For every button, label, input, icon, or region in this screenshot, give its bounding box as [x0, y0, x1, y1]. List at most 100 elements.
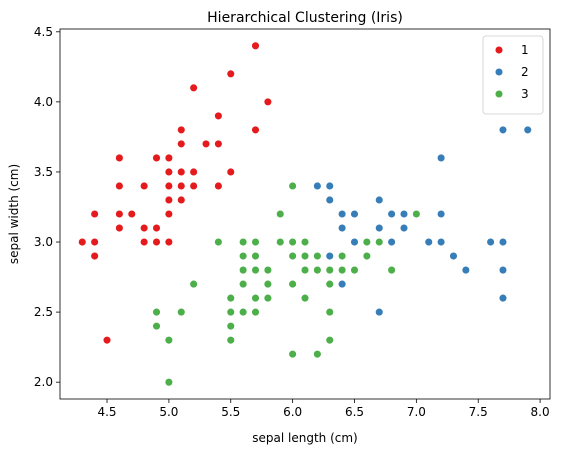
data-point-cluster-3 [276, 237, 285, 247]
data-point-cluster-1 [226, 167, 236, 177]
data-point-cluster-1 [90, 209, 99, 219]
legend-label-cluster-2: 2 [521, 65, 529, 79]
data-point-cluster-3 [288, 237, 297, 247]
data-point-cluster-3 [313, 251, 322, 261]
data-point-cluster-3 [300, 251, 310, 261]
data-point-cluster-2 [350, 237, 359, 247]
data-point-cluster-3 [288, 279, 297, 289]
y-axis-label: sepal width (cm) [7, 164, 21, 264]
data-point-cluster-1 [102, 335, 112, 345]
data-point-cluster-1 [226, 69, 236, 79]
data-point-cluster-2 [449, 251, 458, 261]
data-point-cluster-3 [189, 279, 198, 289]
data-point-cluster-3 [177, 307, 186, 317]
y-tick-label: 4.5 [34, 25, 53, 39]
data-point-cluster-3 [288, 349, 297, 359]
data-point-cluster-3 [313, 265, 322, 275]
data-point-cluster-2 [399, 223, 409, 233]
data-point-cluster-3 [251, 293, 260, 303]
plot-frame [59, 28, 551, 400]
x-tick-label: 7.0 [407, 405, 426, 419]
data-point-cluster-1 [164, 209, 174, 219]
data-point-cluster-2 [374, 223, 384, 233]
data-point-cluster-3 [362, 237, 372, 247]
data-point-cluster-1 [152, 153, 161, 163]
data-point-cluster-1 [189, 167, 198, 177]
data-point-cluster-2 [325, 251, 335, 261]
data-point-cluster-3 [152, 321, 161, 331]
data-point-cluster-1 [177, 125, 186, 135]
data-point-cluster-2 [325, 181, 335, 191]
data-point-cluster-3 [350, 265, 359, 275]
data-point-cluster-1 [152, 237, 161, 247]
data-point-cluster-3 [251, 237, 260, 247]
legend-marker-cluster-2 [494, 67, 504, 77]
data-point-cluster-3 [226, 307, 236, 317]
data-point-cluster-2 [350, 209, 359, 219]
data-point-cluster-1 [177, 167, 186, 177]
data-point-cluster-1 [177, 181, 186, 191]
x-tick-label: 5.0 [159, 405, 178, 419]
data-point-cluster-3 [263, 265, 273, 275]
chart-title: Hierarchical Clustering (Iris) [207, 10, 403, 26]
data-point-cluster-1 [189, 83, 198, 93]
data-point-cluster-1 [177, 195, 186, 205]
data-point-cluster-2 [325, 195, 335, 205]
y-tick-label: 2.0 [34, 375, 53, 389]
data-point-cluster-1 [139, 223, 149, 233]
data-point-cluster-3 [226, 335, 236, 345]
data-point-cluster-1 [115, 223, 124, 233]
data-point-cluster-3 [164, 377, 174, 387]
data-point-cluster-3 [412, 209, 421, 219]
data-point-cluster-1 [139, 237, 149, 247]
data-point-cluster-2 [374, 307, 384, 317]
legend-marker-cluster-3 [494, 89, 504, 99]
data-point-cluster-1 [78, 237, 87, 247]
data-point-cluster-1 [115, 153, 124, 163]
data-point-cluster-1 [263, 97, 273, 107]
data-point-cluster-1 [164, 195, 174, 205]
data-point-cluster-2 [461, 265, 471, 275]
legend-box [482, 35, 544, 115]
data-point-cluster-1 [251, 125, 260, 135]
data-point-cluster-3 [263, 279, 273, 289]
data-point-cluster-3 [325, 307, 335, 317]
data-point-cluster-3 [263, 293, 273, 303]
data-point-cluster-3 [337, 265, 347, 275]
data-point-cluster-1 [90, 237, 99, 247]
data-point-cluster-2 [337, 279, 347, 289]
data-point-cluster-2 [374, 195, 384, 205]
data-point-cluster-2 [486, 237, 495, 247]
x-tick-label: 4.5 [97, 405, 116, 419]
data-point-cluster-1 [139, 181, 149, 191]
data-point-cluster-3 [337, 251, 347, 261]
legend-label-cluster-3: 3 [521, 87, 529, 101]
data-point-cluster-1 [164, 237, 174, 247]
data-point-cluster-2 [436, 153, 446, 163]
data-point-cluster-1 [164, 181, 174, 191]
legend-label-cluster-1: 1 [521, 43, 529, 57]
data-point-cluster-3 [288, 181, 297, 191]
data-point-cluster-2 [436, 237, 446, 247]
data-point-cluster-3 [214, 237, 223, 247]
legend-marker-cluster-1 [494, 45, 504, 55]
data-point-cluster-3 [300, 237, 310, 247]
data-point-cluster-3 [288, 251, 297, 261]
data-point-cluster-3 [251, 251, 260, 261]
data-point-cluster-2 [498, 293, 508, 303]
data-point-cluster-1 [201, 139, 211, 149]
data-point-cluster-3 [152, 307, 161, 317]
data-point-cluster-3 [325, 265, 335, 275]
data-point-cluster-3 [325, 279, 335, 289]
data-point-cluster-1 [164, 153, 174, 163]
x-tick-label: 8.0 [531, 405, 550, 419]
data-point-cluster-3 [238, 251, 248, 261]
data-point-cluster-3 [374, 237, 384, 247]
data-point-cluster-3 [238, 307, 248, 317]
data-point-cluster-3 [226, 293, 236, 303]
data-point-cluster-1 [164, 167, 174, 177]
data-point-cluster-3 [300, 293, 310, 303]
data-point-cluster-2 [523, 125, 532, 135]
y-tick-label: 4.0 [34, 95, 53, 109]
